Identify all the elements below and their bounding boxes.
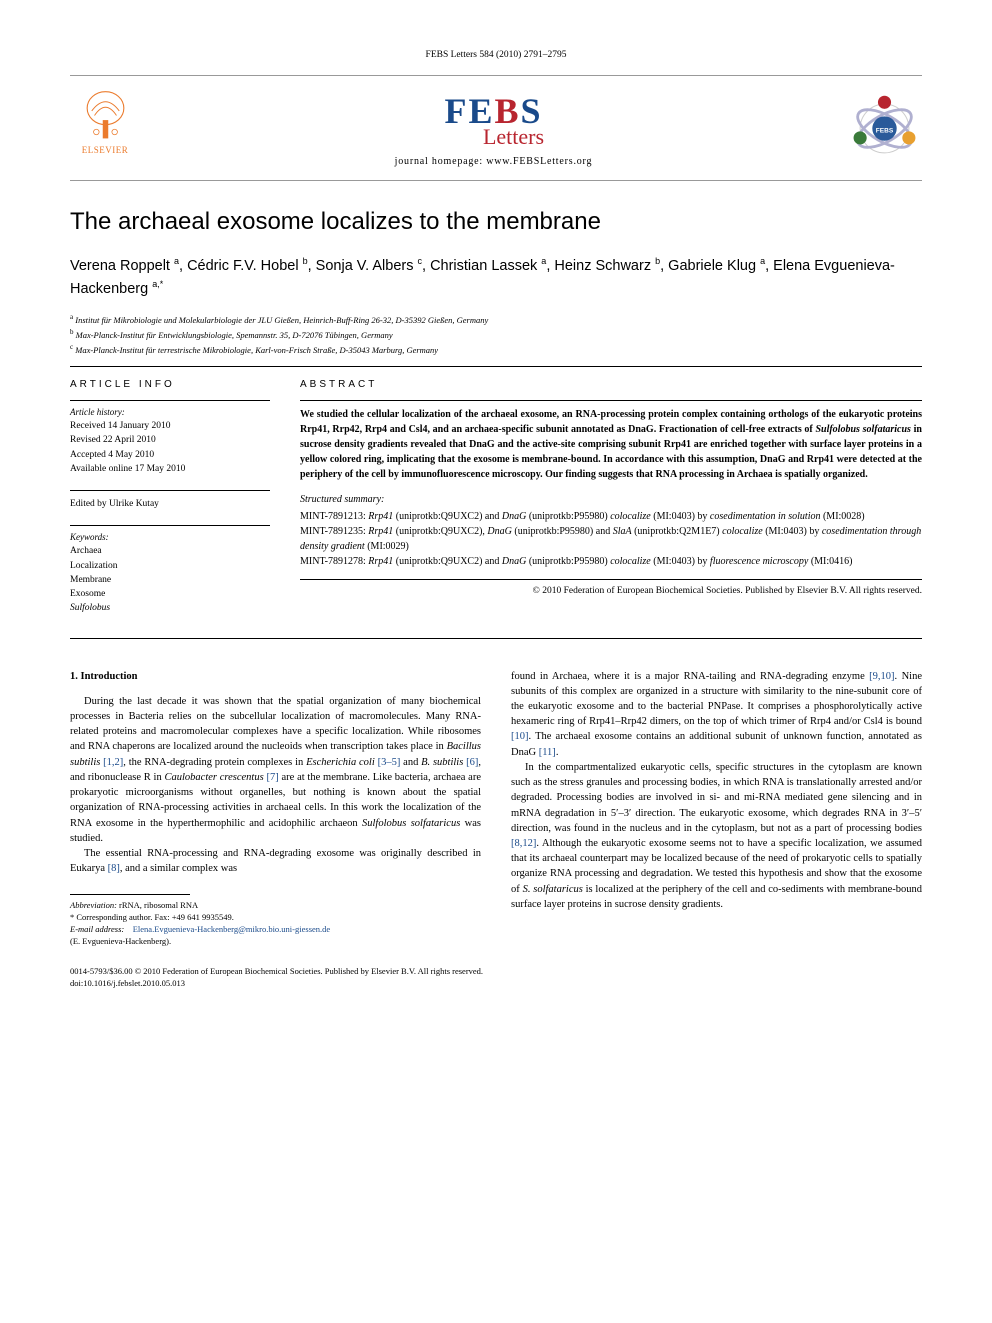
svg-text:FEBS: FEBS [876, 127, 894, 134]
keywords-label: Keywords: [70, 532, 270, 542]
body-columns: 1. Introduction During the last decade i… [70, 669, 922, 948]
email-person: (E. Evguenieva-Hackenberg). [70, 936, 481, 948]
divider [70, 366, 922, 367]
intro-heading: 1. Introduction [70, 669, 481, 684]
affiliation-a: a Institut für Mikrobiologie und Molekul… [70, 312, 922, 327]
affiliation-b: b Max-Planck-Institut für Entwicklungsbi… [70, 327, 922, 342]
article-title: The archaeal exosome localizes to the me… [70, 206, 922, 237]
abstract-heading: ABSTRACT [300, 379, 922, 390]
logo-row: ELSEVIER FEBS Letters journal homepage: … [70, 75, 922, 181]
ss-entry-2: MINT-7891235: Rrp41 (uniprotkb:Q9UXC2), … [300, 524, 922, 554]
keywords-list: Archaea Localization Membrane Exosome Su… [70, 544, 270, 615]
febs-badge-icon: FEBS [847, 91, 922, 166]
footnote-separator [70, 894, 190, 895]
history-label: Article history: [70, 407, 270, 417]
authors-list: Verena Roppelt a, Cédric F.V. Hobel b, S… [70, 255, 922, 300]
abstract-col: ABSTRACT We studied the cellular localiz… [300, 379, 922, 630]
elsevier-logo: ELSEVIER [70, 88, 140, 168]
copyright-line: © 2010 Federation of European Biochemica… [300, 579, 922, 596]
footnotes: Abbreviation: rRNA, ribosomal RNA * Corr… [70, 900, 481, 948]
history-text: Received 14 January 2010 Revised 22 Apri… [70, 419, 270, 476]
divider [70, 638, 922, 639]
elsevier-label: ELSEVIER [82, 145, 129, 155]
email-link[interactable]: Elena.Evguenieva-Hackenberg@mikro.bio.un… [133, 924, 330, 934]
journal-logo-center: FEBS Letters journal homepage: www.FEBSL… [140, 90, 847, 167]
ss-entry-3: MINT-7891278: Rrp41 (uniprotkb:Q9UXC2) a… [300, 554, 922, 569]
structured-summary-label: Structured summary: [300, 492, 922, 507]
doi-footer: 0014-5793/$36.00 © 2010 Federation of Eu… [70, 966, 922, 990]
febs-logo-subtitle: Letters [483, 124, 544, 150]
intro-para-1: During the last decade it was shown that… [70, 694, 481, 846]
affiliation-c: c Max-Planck-Institut für terrestrische … [70, 342, 922, 357]
structured-summary: Structured summary: MINT-7891213: Rrp41 … [300, 492, 922, 569]
abstract-text: We studied the cellular localization of … [300, 400, 922, 482]
affiliations: a Institut für Mikrobiologie und Molekul… [70, 312, 922, 356]
abbrev-line: Abbreviation: rRNA, ribosomal RNA [70, 900, 481, 912]
header-citation: FEBS Letters 584 (2010) 2791–2795 [70, 50, 922, 60]
journal-homepage: journal homepage: www.FEBSLetters.org [140, 156, 847, 167]
body-col-right: found in Archaea, where it is a major RN… [511, 669, 922, 948]
intro-para-3: found in Archaea, where it is a major RN… [511, 669, 922, 760]
info-abstract-row: ARTICLE INFO Article history: Received 1… [70, 379, 922, 630]
email-line: E-mail address: Elena.Evguenieva-Hackenb… [70, 924, 481, 936]
elsevier-tree-icon [78, 88, 133, 143]
body-col-left: 1. Introduction During the last decade i… [70, 669, 481, 948]
ss-entry-1: MINT-7891213: Rrp41 (uniprotkb:Q9UXC2) a… [300, 509, 922, 524]
intro-para-2: The essential RNA-processing and RNA-deg… [70, 846, 481, 876]
article-info-col: ARTICLE INFO Article history: Received 1… [70, 379, 270, 630]
article-info-heading: ARTICLE INFO [70, 379, 270, 390]
intro-para-4: In the compartmentalized eukaryotic cell… [511, 760, 922, 912]
corresponding-line: * Corresponding author. Fax: +49 641 993… [70, 912, 481, 924]
edited-by: Edited by Ulrike Kutay [70, 490, 270, 511]
